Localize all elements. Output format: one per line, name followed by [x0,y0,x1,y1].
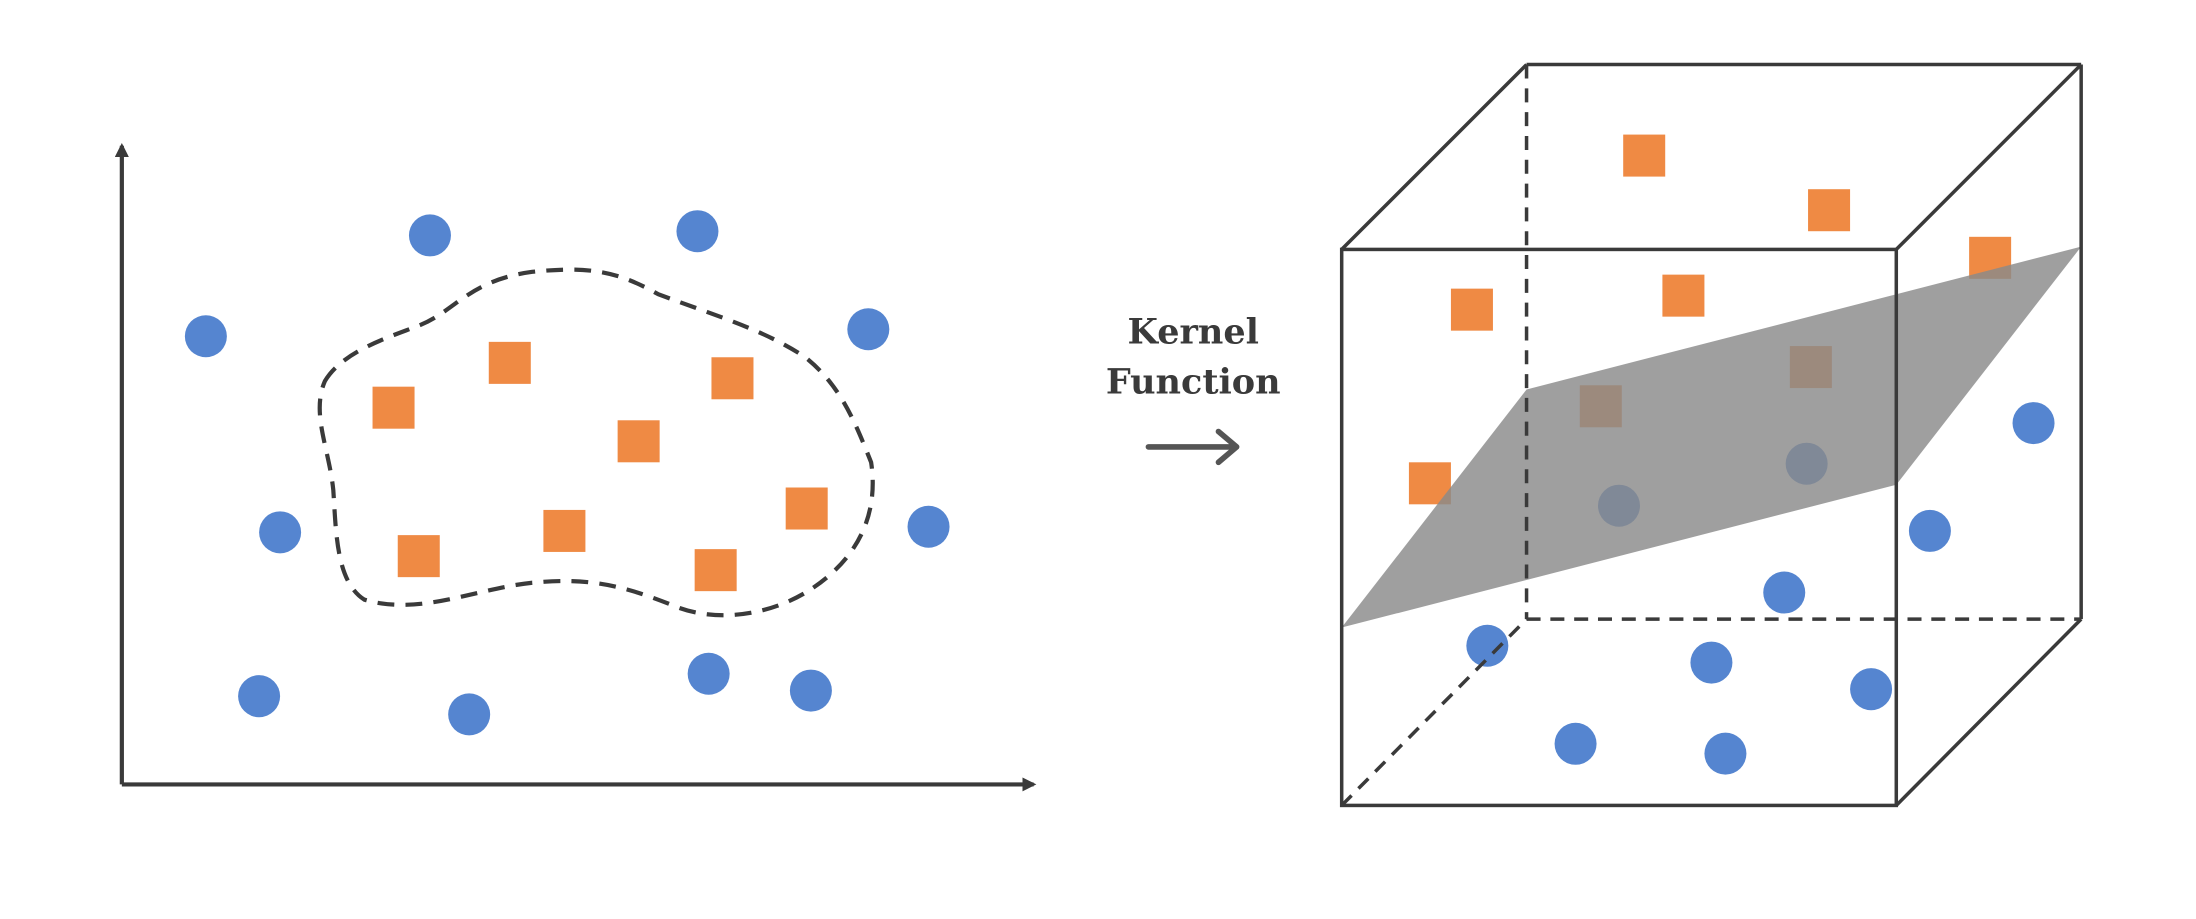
decision-boundary [317,267,875,618]
input-space [114,142,1037,792]
feature-space [1339,62,2083,808]
transform-arrow [1145,428,1240,466]
kernel-label-line: Function [1106,362,1281,403]
cube [1339,62,2083,808]
class-b-points [372,341,828,592]
kernel-label-line: Kernel [1128,311,1259,352]
class-a-points [184,210,950,736]
